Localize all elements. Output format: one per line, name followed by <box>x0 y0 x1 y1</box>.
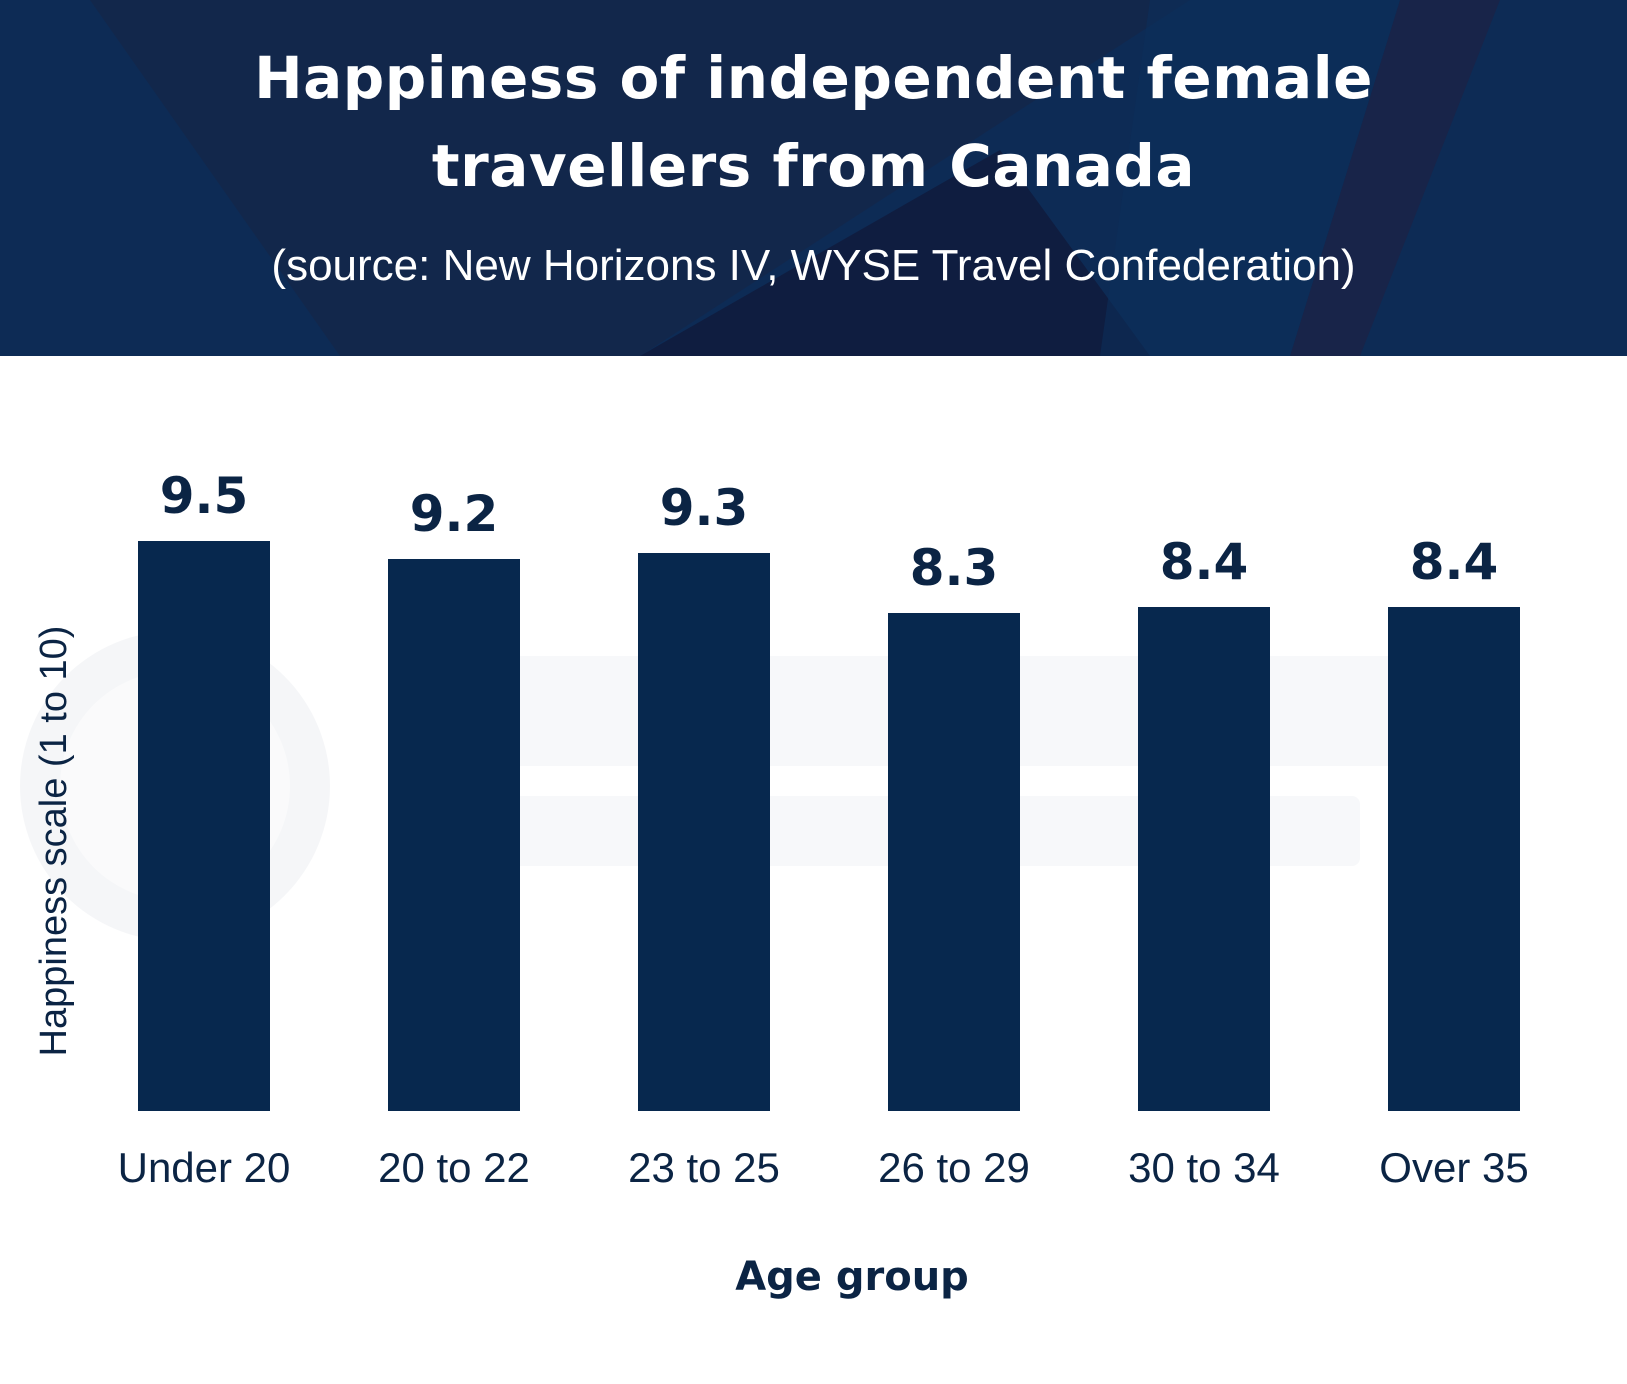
x-tick-labels-layer: Under 20 20 to 22 23 to 25 26 to 29 30 to 34… <box>118 1144 1529 1191</box>
y-axis-title: Happiness scale (1 to 10) <box>33 626 75 1057</box>
x-tick-label-0: Under 20 <box>118 1144 291 1191</box>
bar-4 <box>1138 607 1270 1111</box>
value-labels-layer: 9.5 9.2 9.3 8.3 8.4 8.4 <box>160 467 1499 597</box>
chart-title: Happiness of independent female traveller… <box>254 44 1373 200</box>
bar-5 <box>1388 607 1520 1111</box>
bar-1 <box>388 559 520 1111</box>
bar-value-label-3: 8.3 <box>910 539 999 597</box>
bar-chart: 9.5 9.2 9.3 8.3 8.4 8.4 Under 20 20 to 22 23 to… <box>20 467 1529 1300</box>
x-tick-label-2: 23 to 25 <box>628 1144 780 1191</box>
x-tick-label-1: 20 to 22 <box>378 1144 530 1191</box>
bar-value-label-0: 9.5 <box>160 467 249 525</box>
bar-0 <box>138 541 270 1111</box>
bar-3 <box>888 613 1020 1111</box>
x-tick-label-3: 26 to 29 <box>878 1144 1030 1191</box>
x-axis-title: Age group <box>735 1254 969 1300</box>
chart-header: Happiness of independent female traveller… <box>0 0 1627 356</box>
header-background-shapes <box>90 0 1500 356</box>
bar-value-label-2: 9.3 <box>660 479 749 537</box>
bars-layer <box>138 541 1520 1111</box>
x-tick-label-5: Over 35 <box>1379 1144 1528 1191</box>
chart-subtitle: (source: New Horizons IV, WYSE Travel Co… <box>271 241 1356 290</box>
bar-value-label-5: 8.4 <box>1410 533 1499 591</box>
bar-value-label-4: 8.4 <box>1160 533 1249 591</box>
x-tick-label-4: 30 to 34 <box>1128 1144 1280 1191</box>
bar-value-label-1: 9.2 <box>410 485 499 543</box>
bar-2 <box>638 553 770 1111</box>
